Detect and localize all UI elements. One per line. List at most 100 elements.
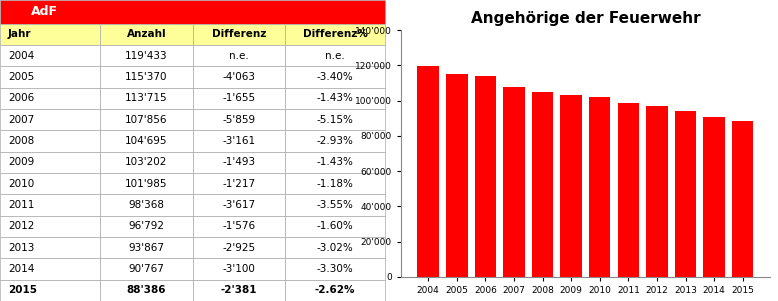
Text: 2014: 2014 <box>8 264 34 274</box>
Bar <box>100 45 193 66</box>
Text: 107'856: 107'856 <box>125 115 167 125</box>
Bar <box>0 152 100 173</box>
Bar <box>100 194 193 216</box>
Text: -1.43%: -1.43% <box>317 157 353 167</box>
Text: -3.40%: -3.40% <box>317 72 353 82</box>
Text: -1.43%: -1.43% <box>317 93 353 103</box>
Text: -1'217: -1'217 <box>223 179 255 189</box>
Bar <box>0 280 100 301</box>
Text: -5.15%: -5.15% <box>317 115 353 125</box>
Bar <box>193 66 285 88</box>
Bar <box>732 121 753 277</box>
Text: Differenz: Differenz <box>212 29 266 39</box>
Bar <box>285 216 385 237</box>
Bar <box>193 24 285 45</box>
Bar <box>193 194 285 216</box>
Text: 2009: 2009 <box>8 157 34 167</box>
Bar <box>0 258 100 280</box>
Bar <box>193 258 285 280</box>
Bar <box>0 194 100 216</box>
Bar <box>285 24 385 45</box>
Bar <box>100 88 193 109</box>
Text: -3'100: -3'100 <box>223 264 255 274</box>
Text: 96'792: 96'792 <box>128 221 164 231</box>
Text: -1.18%: -1.18% <box>317 179 353 189</box>
Bar <box>285 45 385 66</box>
Text: 2006: 2006 <box>8 93 34 103</box>
Text: n.e.: n.e. <box>325 51 345 61</box>
Text: 98'368: 98'368 <box>128 200 164 210</box>
Bar <box>193 237 285 258</box>
Bar <box>100 152 193 173</box>
Bar <box>0 24 100 45</box>
Text: Jahr: Jahr <box>8 29 32 39</box>
Bar <box>100 258 193 280</box>
Title: Angehörige der Feuerwehr: Angehörige der Feuerwehr <box>471 11 700 26</box>
Bar <box>703 117 725 277</box>
Text: 115'370: 115'370 <box>125 72 167 82</box>
Text: 93'867: 93'867 <box>128 243 164 253</box>
Bar <box>100 130 193 152</box>
Text: -3.30%: -3.30% <box>317 264 353 274</box>
Bar <box>100 24 193 45</box>
Bar <box>285 173 385 194</box>
Bar <box>418 66 439 277</box>
Bar <box>100 280 193 301</box>
Bar <box>100 237 193 258</box>
Bar <box>285 280 385 301</box>
Bar <box>0 216 100 237</box>
Bar <box>589 97 611 277</box>
Text: -3'617: -3'617 <box>223 200 255 210</box>
Bar <box>193 216 285 237</box>
Text: -2.93%: -2.93% <box>317 136 353 146</box>
Bar <box>100 216 193 237</box>
Text: 2007: 2007 <box>8 115 34 125</box>
Text: Differenz%: Differenz% <box>303 29 367 39</box>
Text: 103'202: 103'202 <box>125 157 167 167</box>
Bar <box>100 66 193 88</box>
Bar <box>446 73 468 277</box>
Text: -3'161: -3'161 <box>223 136 255 146</box>
Text: 119'433: 119'433 <box>125 51 167 61</box>
Text: 2013: 2013 <box>8 243 34 253</box>
Text: 2011: 2011 <box>8 200 34 210</box>
Text: -5'859: -5'859 <box>223 115 255 125</box>
Bar <box>100 109 193 130</box>
Bar <box>0 88 100 109</box>
Text: -4'063: -4'063 <box>223 72 255 82</box>
Bar <box>0 130 100 152</box>
Text: -1'493: -1'493 <box>223 157 255 167</box>
Text: Anzahl: Anzahl <box>127 29 166 39</box>
Bar <box>0 109 100 130</box>
Bar <box>0 0 385 24</box>
Text: 113'715: 113'715 <box>125 93 167 103</box>
Text: 2012: 2012 <box>8 221 34 231</box>
Text: -1'655: -1'655 <box>223 93 255 103</box>
Bar <box>193 130 285 152</box>
Text: 101'985: 101'985 <box>125 179 167 189</box>
Bar <box>193 88 285 109</box>
Bar <box>285 66 385 88</box>
Bar <box>100 173 193 194</box>
Text: 2008: 2008 <box>8 136 34 146</box>
Bar <box>285 109 385 130</box>
Bar <box>193 109 285 130</box>
Bar <box>285 194 385 216</box>
Text: 90'767: 90'767 <box>128 264 164 274</box>
Bar <box>285 258 385 280</box>
Bar <box>285 237 385 258</box>
Bar <box>647 106 668 277</box>
Text: 104'695: 104'695 <box>125 136 167 146</box>
Bar <box>503 87 524 277</box>
Bar <box>560 95 582 277</box>
Bar <box>285 152 385 173</box>
Text: -2'381: -2'381 <box>220 285 257 295</box>
Bar <box>193 280 285 301</box>
Text: 2015: 2015 <box>8 285 37 295</box>
Bar <box>618 104 639 277</box>
Text: 88'386: 88'386 <box>127 285 166 295</box>
Bar <box>193 173 285 194</box>
Text: -1.60%: -1.60% <box>317 221 353 231</box>
Bar <box>475 76 496 277</box>
Bar <box>285 130 385 152</box>
